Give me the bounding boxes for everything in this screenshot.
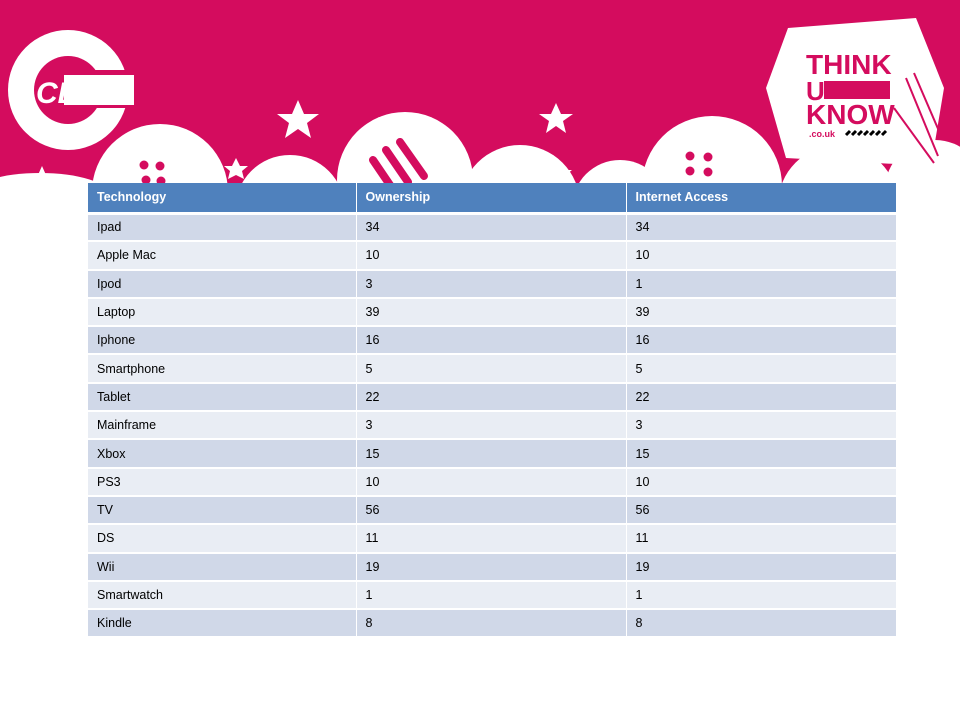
column-header-internet-access: Internet Access [626, 183, 896, 215]
ownership-cell: 1 [356, 580, 627, 611]
table-row: Smartwatch 1 1 [88, 580, 896, 611]
table-row: Wii 19 19 [88, 552, 896, 582]
ownership-cell: 10 [356, 467, 627, 497]
internet-access-cell: 10 [626, 241, 896, 271]
ownership-cell: 39 [356, 297, 627, 328]
thinkuknow-u-text: U [806, 76, 825, 106]
ownership-cell: 10 [356, 241, 627, 271]
internet-access-cell: 1 [626, 580, 896, 611]
ownership-cell: 3 [356, 269, 627, 299]
thinkuknow-think-text: THINK [806, 49, 892, 80]
ownership-cell: 8 [356, 609, 627, 639]
internet-access-cell: 1 [626, 269, 896, 299]
technology-cell: DS [88, 524, 357, 554]
technology-cell: Ipod [88, 269, 357, 299]
column-header-technology: Technology [88, 183, 357, 215]
table-row: Tablet 22 22 [88, 382, 896, 413]
table-row: PS3 10 10 [88, 467, 896, 497]
internet-access-cell: 34 [626, 213, 896, 243]
table-row: Ipod 3 1 [88, 269, 896, 299]
internet-access-cell: 56 [626, 495, 896, 526]
table-row: Iphone 16 16 [88, 326, 896, 356]
ownership-cell: 3 [356, 411, 627, 441]
thinkuknow-domain-text: .co.uk [809, 129, 836, 139]
technology-cell: Smartphone [88, 354, 357, 384]
ownership-cell: 5 [356, 354, 627, 384]
table-row: Smartphone 5 5 [88, 354, 896, 384]
technology-cell: Smartwatch [88, 580, 357, 611]
technology-table: Technology Ownership Internet Access Ipa… [88, 183, 896, 639]
ownership-cell: 56 [356, 495, 627, 526]
ownership-cell: 16 [356, 326, 627, 356]
table-row: Laptop 39 39 [88, 297, 896, 328]
ceop-logo-text: CEOP [36, 77, 122, 110]
table-row: Kindle 8 8 [88, 609, 896, 639]
technology-cell: TV [88, 495, 357, 526]
table-row: Apple Mac 10 10 [88, 241, 896, 271]
table-row: DS 11 11 [88, 524, 896, 554]
internet-access-cell: 15 [626, 439, 896, 469]
internet-access-cell: 10 [626, 467, 896, 497]
table-row: Xbox 15 15 [88, 439, 896, 469]
technology-cell: Iphone [88, 326, 357, 356]
internet-access-cell: 3 [626, 411, 896, 441]
ownership-cell: 34 [356, 213, 627, 243]
column-header-ownership: Ownership [356, 183, 627, 215]
table-row: Ipad 34 34 [88, 213, 896, 243]
ownership-cell: 11 [356, 524, 627, 554]
technology-cell: Mainframe [88, 411, 357, 441]
internet-access-cell: 11 [626, 524, 896, 554]
thinkuknow-know-text: KNOW [806, 99, 895, 130]
internet-access-cell: 39 [626, 297, 896, 328]
internet-access-cell: 22 [626, 382, 896, 413]
technology-cell: Laptop [88, 297, 357, 328]
ownership-cell: 19 [356, 552, 627, 582]
internet-access-cell: 16 [626, 326, 896, 356]
ceop-logo: CEOP [8, 30, 134, 150]
internet-access-cell: 19 [626, 552, 896, 582]
technology-cell: Tablet [88, 382, 357, 413]
ownership-cell: 15 [356, 439, 627, 469]
thinkuknow-logo: THINK U KNOW .co.uk [766, 18, 944, 166]
ownership-cell: 22 [356, 382, 627, 413]
technology-cell: PS3 [88, 467, 357, 497]
table-row: Mainframe 3 3 [88, 411, 896, 441]
table-row: TV 56 56 [88, 495, 896, 526]
technology-cell: Xbox [88, 439, 357, 469]
technology-cell: Ipad [88, 213, 357, 243]
internet-access-cell: 5 [626, 354, 896, 384]
technology-cell: Kindle [88, 609, 357, 639]
table-header-row: Technology Ownership Internet Access [88, 183, 896, 215]
technology-cell: Apple Mac [88, 241, 357, 271]
technology-cell: Wii [88, 552, 357, 582]
internet-access-cell: 8 [626, 609, 896, 639]
